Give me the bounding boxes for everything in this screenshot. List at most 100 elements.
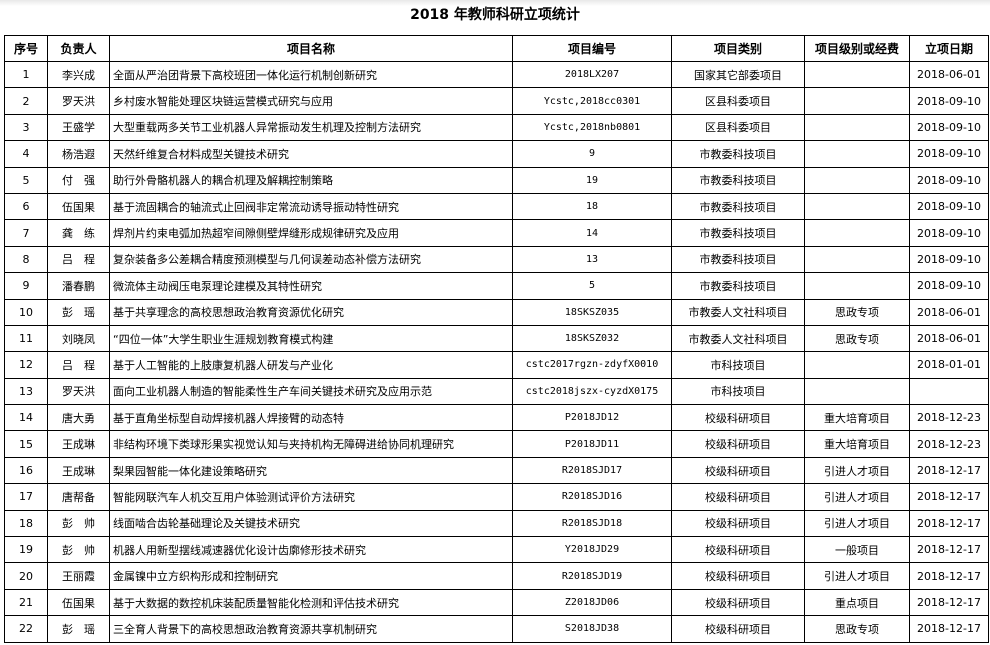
- table-cell: 大型重载两多关节工业机器人异常振动发生机理及控制方法研究: [109, 113, 513, 142]
- table-cell: 17: [4, 483, 48, 511]
- table-cell: 引进人才项目: [804, 483, 910, 511]
- table-cell: 市教委科技项目: [671, 140, 805, 168]
- table-cell: 重点项目: [804, 588, 910, 617]
- table-cell: 2018-09-10: [909, 140, 989, 168]
- table-cell: 国家其它部委项目: [671, 60, 805, 89]
- table-cell: 校级科研项目: [671, 536, 805, 564]
- table-cell: 王丽霞: [47, 562, 110, 590]
- table-cell: 2018-12-17: [909, 509, 989, 538]
- table-row: 2 罗天洪 乡村废水智能处理区块链运营模式研究与应用 Ycstc,2018cc0301…: [4, 87, 989, 115]
- table-cell: 20: [4, 562, 48, 590]
- table-row: 21 伍国果 基于大数据的数控机床装配质量智能化检测和评估技术研究 Z2018JD06…: [4, 588, 989, 617]
- table-cell: 伍国果: [47, 192, 110, 221]
- table-cell: 2018-12-17: [909, 536, 989, 564]
- table-cell: R2018SJD17: [512, 456, 672, 485]
- table-cell: 市教委科技项目: [671, 272, 805, 300]
- table-row: 14 唐大勇 基于直角坐标型自动焊接机器人焊接臂的动态特 P2018JD12 校级科研项…: [4, 404, 989, 432]
- table-cell: 区县科委项目: [671, 87, 805, 115]
- table-cell: 基于人工智能的上肢康复机器人研发与产业化: [109, 351, 513, 379]
- project-table: 序号 负责人 项目名称 项目编号 项目类别 项目级别或经费 立项日期 1 李兴成 全面从严治团背…: [4, 35, 989, 643]
- table-cell: 重大培育项目: [804, 404, 910, 432]
- table-cell: 梨果园智能一体化建设策略研究: [109, 456, 513, 485]
- table-cell: 杨浩遐: [47, 140, 110, 168]
- table-row: 4 杨浩遐 天然纤维复合材料成型关键技术研究 9 市教委科技项目 2018-09-10: [4, 140, 989, 168]
- table-cell: 2018-09-10: [909, 113, 989, 142]
- table-row: 3 王盛学 大型重载两多关节工业机器人异常振动发生机理及控制方法研究 Ycstc,20…: [4, 113, 989, 142]
- table-cell: 1: [4, 60, 48, 89]
- table-cell: 引进人才项目: [804, 509, 910, 538]
- header-row: 序号 负责人 项目名称 项目编号 项目类别 项目级别或经费 立项日期: [4, 35, 989, 62]
- table-cell: 校级科研项目: [671, 456, 805, 485]
- table-cell: [804, 60, 910, 89]
- table-cell: 2018LX207: [512, 60, 672, 89]
- table-cell: 2018-12-17: [909, 456, 989, 485]
- table-cell: 线面啮合齿轮基础理论及关键技术研究: [109, 509, 513, 538]
- table-cell: 市教委人文社科项目: [671, 324, 805, 353]
- table-cell: 微流体主动阀压电泵理论建模及其特性研究: [109, 272, 513, 300]
- table-cell: 19: [4, 536, 48, 564]
- table-cell: 市教委科技项目: [671, 192, 805, 221]
- table-cell: 彭 帅: [47, 509, 110, 538]
- table-cell: [804, 140, 910, 168]
- table-cell: Ycstc,2018cc0301: [512, 87, 672, 115]
- table-cell: 王成琳: [47, 430, 110, 458]
- table-cell: 2018-09-10: [909, 166, 989, 194]
- table-cell: [804, 192, 910, 221]
- header-cell: 序号: [4, 35, 48, 62]
- table-cell: 15: [4, 430, 48, 458]
- table-cell: 助行外骨骼机器人的耦合机理及解耦控制策略: [109, 166, 513, 194]
- table-cell: 2018-09-10: [909, 219, 989, 247]
- table-cell: 基于流固耦合的轴流式止回阀非定常流动诱导振动特性研究: [109, 192, 513, 221]
- table-cell: [804, 87, 910, 115]
- table-cell: 校级科研项目: [671, 588, 805, 617]
- table-cell: 思政专项: [804, 324, 910, 353]
- table-row: 13 罗天洪 面向工业机器人制造的智能柔性生产车间关键技术研究及应用示范 cstc20…: [4, 377, 989, 406]
- table-cell: 天然纤维复合材料成型关键技术研究: [109, 140, 513, 168]
- table-cell: 6: [4, 192, 48, 221]
- table-row: 16 王成琳 梨果园智能一体化建设策略研究 R2018SJD17 校级科研项目 引进人才项…: [4, 456, 989, 485]
- table-row: 19 彭 帅机器人用新型摆线减速器优化设计齿廓修形技术研究 Y2018JD29 校级科…: [4, 536, 989, 564]
- table-cell: 李兴成: [47, 60, 110, 89]
- table-cell: R2018SJD18: [512, 509, 672, 538]
- table-cell: 伍国果: [47, 588, 110, 617]
- table-cell: [804, 219, 910, 247]
- table-cell: 吕 程: [47, 351, 110, 379]
- table-cell: 9: [512, 140, 672, 168]
- table-cell: [804, 245, 910, 274]
- table-row: 15 王成琳 非结构环境下类球形果实视觉认知与夹持机构无障碍进给协同机理研究 P201…: [4, 430, 989, 458]
- table-cell: 2018-12-17: [909, 562, 989, 590]
- table-cell: 3: [4, 113, 48, 142]
- table-cell: 面向工业机器人制造的智能柔性生产车间关键技术研究及应用示范: [109, 377, 513, 406]
- table-cell: 校级科研项目: [671, 615, 805, 643]
- header-cell: 立项日期: [909, 35, 989, 62]
- page-title: 2018 年教师科研立项统计: [0, 0, 990, 30]
- table-cell: 思政专项: [804, 615, 910, 643]
- table-cell: R2018SJD16: [512, 483, 672, 511]
- table-cell: Z2018JD06: [512, 588, 672, 617]
- table-cell: 2018-01-01: [909, 351, 989, 379]
- table-cell: 基于共享理念的高校思想政治教育资源优化研究: [109, 298, 513, 326]
- table-cell: 乡村废水智能处理区块链运营模式研究与应用: [109, 87, 513, 115]
- table-cell: 付 强: [47, 166, 110, 194]
- table-cell: cstc2018jszx-cyzdX0175: [512, 377, 672, 406]
- table-cell: 2018-06-01: [909, 298, 989, 326]
- table-cell: 12: [4, 351, 48, 379]
- table-cell: Ycstc,2018nb0801: [512, 113, 672, 142]
- table-row: 20 王丽霞 金属镍中立方织构形成和控制研究 R2018SJD19 校级科研项目 引进人才…: [4, 562, 989, 590]
- table-cell: 2: [4, 87, 48, 115]
- table-cell: 18SKSZ035: [512, 298, 672, 326]
- table-cell: 基于大数据的数控机床装配质量智能化检测和评估技术研究: [109, 588, 513, 617]
- table-cell: 18SKSZ032: [512, 324, 672, 353]
- table-cell: 校级科研项目: [671, 430, 805, 458]
- table-row: 1 李兴成 全面从严治团背景下高校班团一体化运行机制创新研究 2018LX207 国家其…: [4, 60, 989, 89]
- table-cell: 王成琳: [47, 456, 110, 485]
- table-cell: 龚 练: [47, 219, 110, 247]
- table-cell: 引进人才项目: [804, 456, 910, 485]
- table-cell: 三全育人背景下的高校思想政治教育资源共享机制研究: [109, 615, 513, 643]
- table-cell: 校级科研项目: [671, 404, 805, 432]
- table-cell: 彭 瑶: [47, 615, 110, 643]
- table-cell: 校级科研项目: [671, 562, 805, 590]
- table-cell: 2018-12-17: [909, 615, 989, 643]
- table-cell: 王盛学: [47, 113, 110, 142]
